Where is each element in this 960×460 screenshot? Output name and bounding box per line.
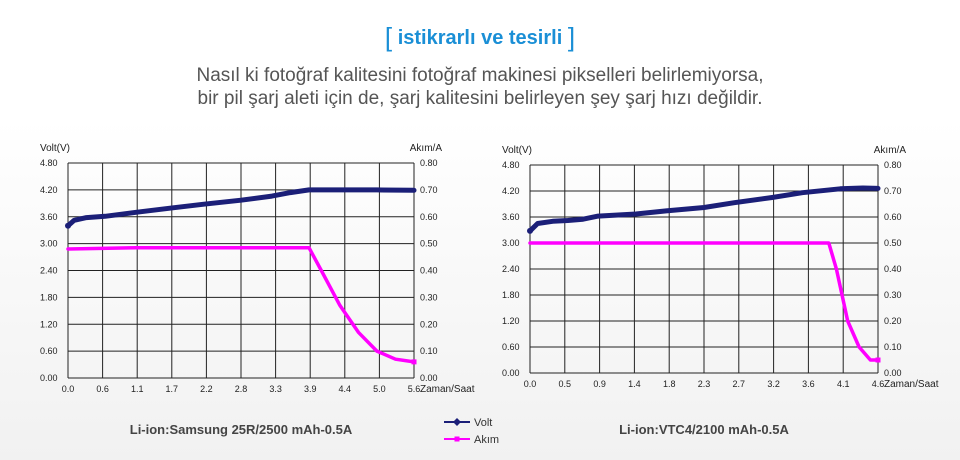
x-tick-label: 4.4 <box>339 384 352 394</box>
x-tick-label: 2.7 <box>733 379 746 389</box>
legend-akim-marker <box>454 436 460 442</box>
volt-point-marker <box>527 227 533 234</box>
y-left-tick-label: 3.60 <box>40 212 58 222</box>
x-tick-label: 0.0 <box>524 379 537 389</box>
y-left-tick-label: 4.80 <box>502 160 520 170</box>
akim-point-marker <box>875 357 881 363</box>
akim-series-line <box>528 241 880 362</box>
section-heading: [ istikrarlı ve tesirli ] <box>0 22 960 53</box>
x-tick-label: 3.3 <box>269 384 282 394</box>
x-tick-label: 3.9 <box>304 384 317 394</box>
x-tick-label: 2.8 <box>235 384 248 394</box>
y-right-tick-label: 0.10 <box>420 346 438 356</box>
y-left-tick-label: 2.40 <box>40 266 58 276</box>
x-tick-label: 1.7 <box>166 384 179 394</box>
y-left-tick-label: 2.40 <box>502 264 520 274</box>
x-tick-label: 4.6 <box>872 379 885 389</box>
y-right-tick-label: 0.50 <box>420 239 438 249</box>
subtitle-line-1: Nasıl ki fotoğraf kalitesini fotoğraf ma… <box>196 65 764 86</box>
y-left-tick-label: 0.60 <box>40 346 58 356</box>
volt-series-line <box>527 185 881 234</box>
x-tick-label: 1.4 <box>628 379 641 389</box>
y-left-tick-label: 0.00 <box>502 368 520 378</box>
y-right-tick-label: 0.60 <box>420 212 438 222</box>
y-left-tick-label: 3.00 <box>502 238 520 248</box>
y-right-tick-label: 0.40 <box>884 264 902 274</box>
y-right-tick-label: 0.20 <box>420 319 438 329</box>
volt-point-marker <box>65 222 71 229</box>
legend-volt-label: Volt <box>474 417 492 429</box>
y-right-tick-label: 0.80 <box>884 160 902 170</box>
y-right-tick-label: 0.00 <box>420 373 438 383</box>
legend-akim-label: Akım <box>474 434 499 446</box>
subtitle: Nasıl ki fotoğraf kalitesini fotoğraf ma… <box>0 64 960 110</box>
y-left-tick-label: 4.20 <box>40 185 58 195</box>
bracket-right-icon: ] <box>567 22 576 52</box>
x-tick-label: 1.8 <box>663 379 676 389</box>
y-left-tick-label: 4.80 <box>40 158 58 168</box>
legend-volt-marker <box>453 418 461 426</box>
y-right-tick-label: 0.40 <box>420 266 438 276</box>
y-right-tick-label: 0.30 <box>420 292 438 302</box>
y-left-tick-label: 1.80 <box>40 292 58 302</box>
x-axis-label: Zaman/Saat <box>420 384 475 395</box>
x-tick-label: 2.3 <box>698 379 711 389</box>
x-tick-label: 0.5 <box>559 379 572 389</box>
x-axis-label: Zaman/Saat <box>884 379 939 390</box>
y-right-tick-label: 0.70 <box>884 186 902 196</box>
subtitle-line-2: bir pil şarj aleti için de, şarj kalites… <box>197 88 763 109</box>
y-left-tick-label: 0.60 <box>502 342 520 352</box>
y-left-tick-label: 1.80 <box>502 290 520 300</box>
x-tick-label: 5.6 <box>408 384 421 394</box>
y-left-tick-label: 0.00 <box>40 373 58 383</box>
x-tick-label: 2.2 <box>200 384 213 394</box>
bracket-left-icon: [ <box>384 22 393 52</box>
akim-point-marker <box>411 359 417 365</box>
y-right-tick-label: 0.60 <box>884 212 902 222</box>
y-right-tick-label: 0.30 <box>884 290 902 300</box>
y-left-tick-label: 3.60 <box>502 212 520 222</box>
y-right-axis-label: Akım/A <box>410 143 443 154</box>
x-tick-label: 1.1 <box>131 384 144 394</box>
x-tick-label: 3.6 <box>802 379 815 389</box>
y-right-tick-label: 0.10 <box>884 342 902 352</box>
y-right-tick-label: 0.80 <box>420 158 438 168</box>
x-tick-label: 0.6 <box>96 384 109 394</box>
y-right-axis-label: Akım/A <box>874 145 907 156</box>
chart-caption: Li-ion:VTC4/2100 mAh-0.5A <box>619 422 789 437</box>
y-left-tick-label: 1.20 <box>502 316 520 326</box>
akim-series-line <box>66 245 416 364</box>
x-tick-label: 0.0 <box>62 384 75 394</box>
y-left-tick-label: 1.20 <box>40 319 58 329</box>
heading-text: istikrarlı ve tesirli <box>397 27 563 49</box>
y-left-axis-label: Volt(V) <box>40 143 70 154</box>
x-tick-label: 3.2 <box>767 379 780 389</box>
y-left-axis-label: Volt(V) <box>502 145 532 156</box>
y-right-tick-label: 0.00 <box>884 368 902 378</box>
x-tick-label: 5.0 <box>373 384 386 394</box>
y-right-tick-label: 0.20 <box>884 316 902 326</box>
volt-series-line <box>65 187 417 229</box>
y-left-tick-label: 4.20 <box>502 186 520 196</box>
y-right-tick-label: 0.70 <box>420 185 438 195</box>
y-left-tick-label: 3.00 <box>40 239 58 249</box>
x-tick-label: 4.1 <box>837 379 850 389</box>
x-tick-label: 0.9 <box>593 379 606 389</box>
chart-caption: Li-ion:Samsung 25R/2500 mAh-0.5A <box>130 422 353 437</box>
y-right-tick-label: 0.50 <box>884 238 902 248</box>
